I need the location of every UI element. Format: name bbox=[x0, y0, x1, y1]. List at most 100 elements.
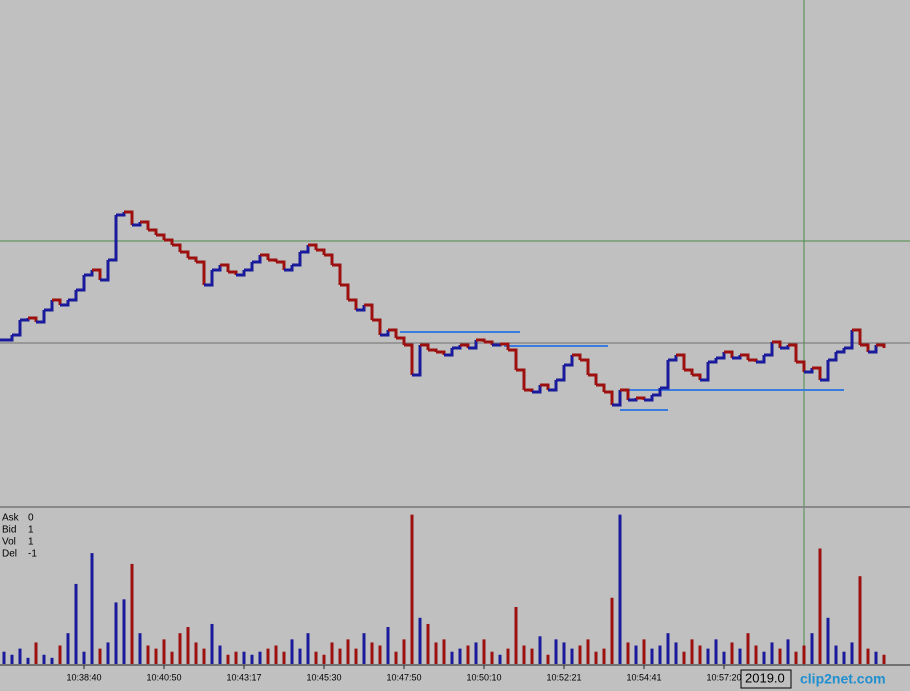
price-step bbox=[396, 336, 406, 345]
price-step bbox=[308, 243, 318, 250]
volume-bar bbox=[834, 645, 838, 664]
volume-bar bbox=[682, 651, 686, 664]
price-step bbox=[684, 368, 694, 375]
volume-bar bbox=[674, 642, 678, 664]
volume-bar bbox=[450, 651, 454, 664]
info-value: 1 bbox=[28, 537, 34, 548]
price-step bbox=[292, 252, 302, 267]
volume-bar bbox=[586, 639, 590, 664]
volume-bar bbox=[714, 639, 718, 664]
price-step bbox=[204, 270, 214, 287]
price-step bbox=[44, 300, 54, 312]
price-step bbox=[652, 388, 662, 397]
volume-bar bbox=[242, 651, 246, 664]
price-step bbox=[668, 355, 678, 362]
volume-bar bbox=[2, 651, 6, 664]
price-step bbox=[12, 320, 22, 337]
volume-bar bbox=[274, 645, 278, 664]
price-step bbox=[412, 345, 422, 377]
volume-bar bbox=[826, 617, 830, 664]
volume-bar bbox=[402, 639, 406, 664]
volume-bar bbox=[626, 642, 630, 664]
x-tick-label: 10:43:17 bbox=[226, 672, 261, 682]
volume-bar bbox=[610, 597, 614, 664]
price-step bbox=[420, 343, 430, 350]
volume-bar bbox=[226, 654, 230, 664]
price-step bbox=[92, 268, 102, 280]
date-box bbox=[740, 669, 792, 689]
volume-bar bbox=[314, 651, 318, 664]
price-step bbox=[196, 260, 206, 285]
volume-bar bbox=[498, 654, 502, 664]
volume-bar bbox=[306, 633, 310, 664]
price-step bbox=[852, 328, 862, 345]
price-step bbox=[164, 238, 174, 245]
volume-bar bbox=[690, 639, 694, 664]
volume-bar bbox=[410, 514, 414, 664]
volume-bar bbox=[706, 648, 710, 664]
volume-bar bbox=[698, 645, 702, 664]
info-label: Vol bbox=[2, 537, 16, 548]
volume-bar bbox=[770, 642, 774, 664]
info-value: 0 bbox=[28, 513, 34, 524]
volume-bar bbox=[298, 648, 302, 664]
price-step bbox=[604, 390, 614, 405]
volume-bar bbox=[282, 651, 286, 664]
price-step bbox=[68, 290, 78, 302]
volume-bar bbox=[42, 654, 46, 664]
price-step bbox=[284, 265, 294, 272]
price-step bbox=[588, 373, 598, 385]
volume-bar bbox=[170, 651, 174, 664]
price-step bbox=[252, 255, 262, 264]
price-step bbox=[868, 345, 878, 354]
volume-bar bbox=[786, 639, 790, 664]
volume-bar bbox=[658, 645, 662, 664]
price-step bbox=[860, 343, 870, 352]
price-step bbox=[756, 355, 766, 364]
price-step bbox=[572, 353, 582, 360]
price-step bbox=[740, 353, 750, 360]
volume-bar bbox=[514, 607, 518, 664]
price-step bbox=[140, 220, 150, 230]
volume-bar bbox=[418, 617, 422, 664]
volume-bar bbox=[362, 633, 366, 664]
price-step bbox=[156, 233, 166, 240]
price-step bbox=[692, 373, 702, 380]
price-step bbox=[580, 358, 590, 375]
volume-bar bbox=[434, 642, 438, 664]
volume-bar bbox=[378, 645, 382, 664]
price-step bbox=[236, 270, 246, 277]
price-step bbox=[364, 303, 374, 320]
price-step bbox=[380, 330, 390, 337]
volume-bar bbox=[162, 639, 166, 664]
price-step bbox=[508, 348, 518, 370]
volume-bar bbox=[250, 654, 254, 664]
x-tick-label: 10:52:21 bbox=[546, 672, 581, 682]
price-step bbox=[564, 355, 574, 367]
volume-bar bbox=[746, 633, 750, 664]
price-step bbox=[332, 263, 342, 285]
info-value: -1 bbox=[28, 549, 37, 560]
x-tick-label: 10:40:50 bbox=[146, 672, 181, 682]
price-step bbox=[724, 350, 734, 358]
volume-bar bbox=[202, 648, 206, 664]
volume-bar bbox=[754, 645, 758, 664]
x-tick-label: 10:50:10 bbox=[466, 672, 501, 682]
volume-bar bbox=[442, 639, 446, 664]
volume-bar bbox=[882, 654, 886, 664]
volume-bar bbox=[562, 642, 566, 664]
price-step bbox=[4, 335, 14, 342]
price-step bbox=[444, 348, 454, 357]
price-step bbox=[124, 210, 134, 225]
price-step bbox=[644, 395, 654, 402]
price-step bbox=[876, 343, 886, 348]
volume-bar bbox=[738, 648, 742, 664]
volume-bar bbox=[66, 633, 70, 664]
price-step bbox=[596, 383, 606, 392]
volume-bar bbox=[474, 642, 478, 664]
volume-bar bbox=[762, 651, 766, 664]
date-text: 2019.0 bbox=[745, 670, 785, 685]
volume-bar bbox=[370, 642, 374, 664]
volume-bar bbox=[90, 553, 94, 664]
